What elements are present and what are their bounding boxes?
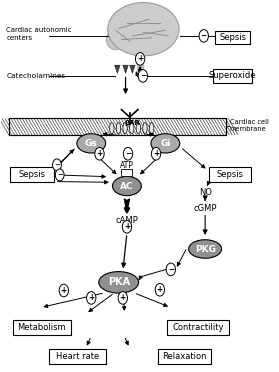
Ellipse shape [151,134,180,153]
Text: +: + [157,285,163,294]
Text: PKA: PKA [108,278,130,287]
Text: +: + [137,54,143,63]
Ellipse shape [99,272,139,293]
Ellipse shape [189,240,222,258]
FancyBboxPatch shape [167,320,229,335]
Text: +: + [96,149,103,158]
Text: −: − [54,162,60,168]
Text: −: − [57,172,62,178]
FancyBboxPatch shape [13,320,71,335]
FancyBboxPatch shape [49,349,106,364]
Bar [9,118,226,135]
Text: +: + [88,294,94,302]
Ellipse shape [112,176,141,196]
Text: Catecholamines: Catecholamines [6,73,65,79]
Text: −: − [201,31,207,41]
Ellipse shape [150,123,154,134]
Circle shape [122,221,132,233]
Circle shape [118,292,128,304]
Text: Metabolism: Metabolism [18,323,66,332]
Text: Superoxide: Superoxide [209,71,256,80]
Ellipse shape [110,123,114,134]
Circle shape [55,169,64,181]
FancyBboxPatch shape [209,167,251,182]
Text: −: − [140,71,146,80]
Text: Sepsis: Sepsis [19,170,46,179]
Text: Gs: Gs [85,139,98,148]
Ellipse shape [129,123,134,134]
Text: PKG: PKG [195,244,216,253]
Circle shape [138,70,148,82]
FancyBboxPatch shape [10,167,54,182]
Text: AC: AC [120,182,134,190]
Text: cAMP: cAMP [116,217,138,225]
Bar [9,118,226,135]
Circle shape [135,52,145,65]
Polygon shape [115,65,120,73]
FancyBboxPatch shape [158,349,211,364]
Circle shape [151,147,161,160]
Circle shape [59,284,68,297]
Bar [121,169,133,176]
Circle shape [155,283,165,296]
Text: Contractility: Contractility [172,323,224,332]
Text: cGMP: cGMP [193,204,217,213]
Circle shape [166,263,175,276]
Ellipse shape [123,123,127,134]
Circle shape [123,147,133,160]
FancyBboxPatch shape [213,69,252,83]
Text: ATP: ATP [120,161,134,170]
Text: Gi: Gi [160,139,170,148]
Text: βAR: βAR [124,121,140,126]
Ellipse shape [116,123,121,134]
Polygon shape [130,65,135,73]
Circle shape [86,292,96,304]
Circle shape [52,159,61,171]
Text: Cardiac cell
membrane: Cardiac cell membrane [230,119,269,132]
Ellipse shape [143,123,147,134]
Ellipse shape [106,29,126,50]
Polygon shape [123,65,128,73]
Text: Cardiac autonomic
centers: Cardiac autonomic centers [6,27,72,41]
Ellipse shape [77,134,106,153]
FancyBboxPatch shape [215,31,251,44]
Text: −: − [125,149,131,158]
Ellipse shape [108,3,179,56]
Text: +: + [61,286,67,295]
Text: +: + [120,294,126,302]
Text: NO: NO [199,188,212,197]
Text: Sepsis: Sepsis [219,33,246,42]
Text: −: − [168,265,174,274]
Text: Relaxation: Relaxation [162,352,207,361]
Text: Heart rate: Heart rate [56,352,99,361]
Text: Sepsis: Sepsis [216,170,243,179]
Text: +: + [153,149,159,158]
Circle shape [95,147,104,160]
Circle shape [199,30,208,42]
Text: +: + [124,222,130,231]
Ellipse shape [136,123,141,134]
